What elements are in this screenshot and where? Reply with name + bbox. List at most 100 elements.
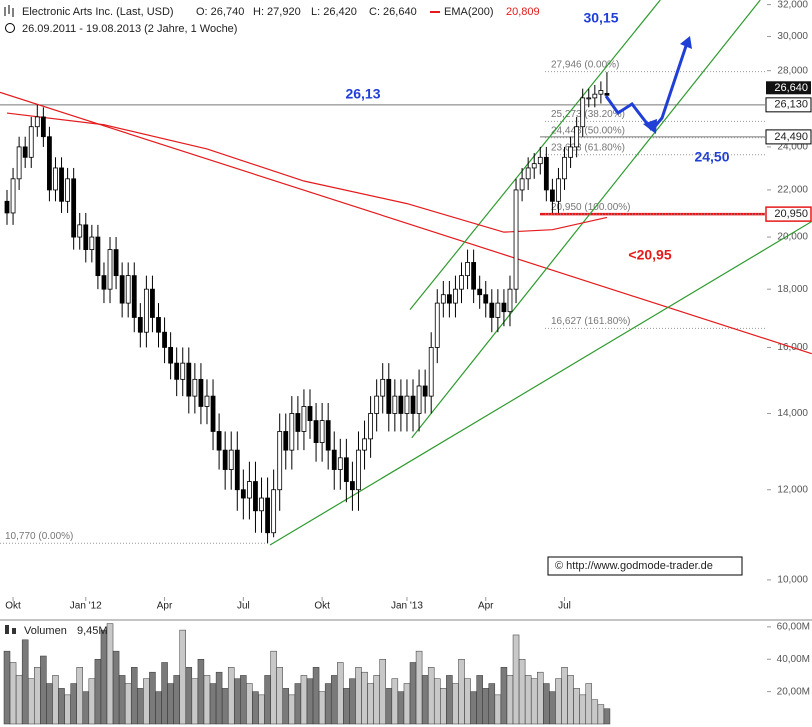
candle-body [77,224,83,238]
candle-body [422,385,428,397]
volume-bar [161,662,168,725]
volume-bar [458,658,465,725]
candle-body [392,395,398,414]
volume-title: Volumen [24,625,67,637]
volume-bar [603,708,611,725]
fib-label: 10,770 (0.00%) [5,531,73,542]
last-price-label: 26,640 [774,82,808,94]
volume-bar [215,671,223,725]
volume-bar [452,683,459,725]
candle-body [313,420,319,443]
candle-body [556,178,561,202]
candle-body [598,90,604,95]
volume-bar [440,688,447,725]
candle-body [253,481,258,512]
y-tick-label: 20,000 [777,232,808,243]
candle-body [53,167,58,191]
volume-bar [573,688,580,725]
volume-bar [355,667,362,725]
y-tick-label: 32,000 [777,0,808,10]
volume-bar [488,683,496,725]
volume-bar [203,675,211,725]
trendline [411,0,761,439]
volume-bar [52,675,59,725]
volume-bar [470,691,477,725]
volume-bar [530,678,538,725]
candle-body [592,93,598,99]
copyright: © http://www.godmode-trader.de [555,560,713,572]
volume-bar [124,683,132,725]
y-tick-label: 30,000 [777,31,808,42]
volume-bar [330,675,338,725]
candle-body [113,249,119,277]
volume-bar [434,678,441,725]
volume-value: 9,45M [77,625,108,637]
volume-bar [131,667,138,725]
candle-body [65,178,70,202]
volume-bar [373,675,380,725]
volume-bar [264,675,271,725]
volume-bar [118,675,126,725]
candle-body [240,489,246,499]
volume-bar [40,655,47,725]
y-tick-label: 10,000 [777,575,808,586]
candle-body [404,395,410,414]
volume-bar [3,650,11,725]
candle-body [259,497,264,512]
volume-bar [82,691,90,725]
candle-body [477,288,483,296]
volume-bar [567,675,574,725]
volume-bar [349,678,356,725]
candle-body [277,431,283,491]
x-tick-label: Jan '12 [70,601,102,612]
volume-bar [409,662,417,725]
candle-body [4,200,10,214]
candle-body [343,457,349,482]
level-box [765,129,812,145]
candle-body [119,275,125,304]
volume-bar [70,683,77,725]
candle-body [428,347,434,397]
candle-body [513,189,519,290]
candle-body [574,126,580,148]
volume-bar [58,688,65,725]
candle-body [459,275,464,290]
volume-bar [270,650,277,725]
clock-icon [5,23,15,33]
volume-bar [246,683,253,725]
candle-body [368,413,373,440]
volume-bar [209,683,217,725]
header-open: O: 26,740 [196,6,244,18]
volume-bar [64,694,71,725]
candle-body [495,302,501,318]
volume-bar [240,675,247,725]
volume-bar [324,683,332,725]
volume-tick-label: 60,00M [777,621,810,632]
candle-body [319,420,325,443]
volume-bar [579,694,586,725]
candle-body [131,275,137,318]
volume-bar [500,667,508,725]
candle-body [362,438,367,451]
candle-body [350,481,355,491]
volume-bar [173,675,180,725]
candle-body [71,178,77,238]
candle-body [386,378,392,414]
candle-body [289,413,295,451]
y-tick-label: 24,000 [777,142,808,153]
fib-label: 25,273 (38.20%) [551,109,625,120]
volume-bar [506,675,514,725]
volume-bar [46,683,53,725]
candle-body [519,178,525,191]
fib-label: 27,946 (0.00%) [551,59,619,70]
candle-body [531,163,537,169]
forecast-arrow [604,36,692,134]
volume-tick-label: 20,00M [777,686,810,697]
volume-bar [482,688,489,725]
candle-body [440,294,446,304]
ema-legend: EMA(200) [444,6,494,18]
candle-body [210,395,216,432]
candle-body [580,97,586,128]
volume-bar [143,678,150,725]
